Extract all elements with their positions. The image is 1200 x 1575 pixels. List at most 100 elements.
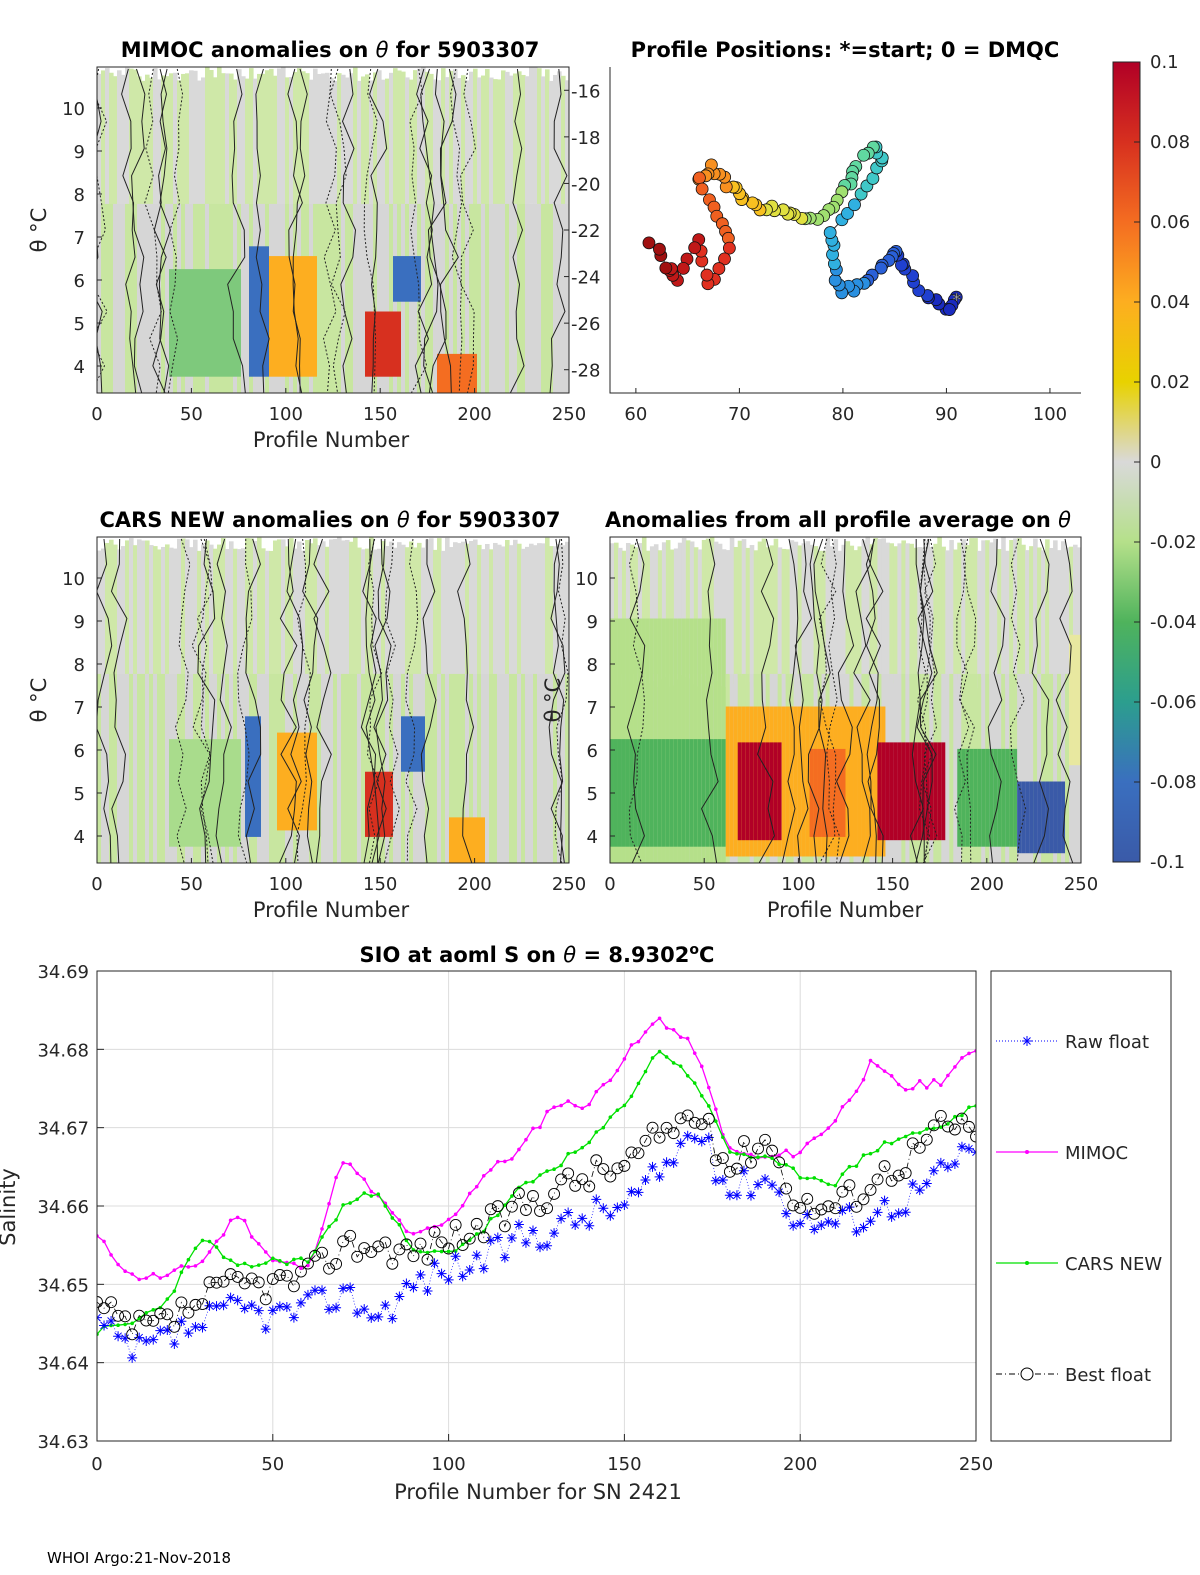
field-cell [449, 203, 454, 393]
cars-point [228, 1258, 233, 1262]
positions-panel-title: Profile Positions: *=start; 0 = DMQC [631, 38, 1060, 62]
field-cell [689, 739, 695, 847]
raw-float-point [703, 1132, 714, 1143]
field-cell [157, 673, 162, 863]
raw-float-point [471, 1250, 482, 1261]
field-cell [277, 68, 282, 206]
field-cell [429, 538, 434, 676]
field-cell [641, 537, 647, 675]
field-cell [1049, 673, 1054, 863]
field-cell [457, 203, 462, 393]
best-float-point [231, 1270, 244, 1283]
profile-position-point [718, 252, 731, 266]
field-cell [325, 546, 330, 684]
field-cell [425, 673, 430, 863]
raw-float-point [675, 1138, 686, 1149]
raw-float-point [359, 1304, 370, 1315]
field-cell [241, 673, 246, 863]
field-cell [513, 203, 518, 393]
y-tick-label: -28 [571, 361, 600, 382]
field-cell [209, 544, 214, 682]
raw-float-point [317, 1285, 328, 1296]
field-cell [197, 550, 202, 688]
best-float-point [203, 1276, 216, 1289]
profile-position-point [857, 148, 871, 162]
colorbar: 0.1 0.08 0.06 0.04 0.02 0 -0.02 -0.04 -0.06 -0.08… [1112, 52, 1197, 873]
best-float-point [899, 1167, 912, 1179]
mimoc-point [573, 1103, 577, 1108]
field-cell [953, 549, 958, 687]
field-cell [353, 203, 358, 393]
field-cell [237, 269, 242, 377]
field-cell [377, 203, 382, 393]
field-cell [781, 548, 787, 686]
field-cell [369, 771, 374, 837]
field-cell [661, 542, 667, 680]
field-cell [557, 544, 562, 681]
field-cell [501, 203, 506, 393]
salinity-y-ticks: 34.69 34.68 34.67 34.66 34.65 34.64 34.63 [37, 962, 104, 1453]
mimoc-point [924, 1086, 929, 1090]
cars-point [446, 1249, 451, 1254]
field-cell [449, 673, 454, 863]
field-cell [541, 543, 546, 681]
field-cell [829, 546, 835, 684]
best-float-point [815, 1203, 828, 1216]
x-tick-label: 50 [261, 1454, 284, 1475]
best-float-point [955, 1112, 968, 1125]
field-cell [701, 539, 707, 677]
cars-point [263, 1261, 268, 1265]
cars-point [615, 1108, 620, 1112]
best-line [97, 1114, 976, 1336]
raw-float-point [324, 1304, 335, 1315]
field-cell [1077, 547, 1081, 685]
mimoc-point [749, 1152, 753, 1157]
best-float-point [569, 1179, 582, 1192]
best-float-point [618, 1159, 631, 1172]
mimoc-y-ticks: 10 9 8 7 6 5 4 [62, 99, 102, 378]
contour-line [97, 68, 103, 393]
field-cell [945, 673, 950, 863]
field-cell [437, 203, 442, 393]
field-cell [521, 203, 526, 393]
field-cell [849, 706, 855, 857]
x-tick-label: 150 [363, 404, 397, 425]
field-cell [1009, 540, 1014, 677]
field-cell [797, 706, 803, 857]
y-tick-label: 4 [587, 827, 598, 848]
field-cell [409, 541, 414, 679]
profile-position-point [943, 303, 956, 316]
mimoc-point [784, 1148, 788, 1153]
field-cell [353, 67, 358, 205]
field-cell [333, 80, 338, 218]
best-float-point [316, 1246, 328, 1259]
cars-point [917, 1131, 922, 1135]
field-cell [113, 203, 118, 393]
field-cell [293, 72, 298, 209]
mimoc-point [777, 1153, 781, 1158]
field-cell [893, 742, 898, 841]
field-cell [909, 742, 914, 841]
field-cell [493, 79, 498, 217]
field-cell [401, 256, 406, 302]
field-cell [965, 748, 970, 847]
mimoc-anomaly-field [97, 67, 569, 393]
raw-float-point [148, 1334, 159, 1345]
cars-point [763, 1154, 767, 1159]
field-cell [725, 706, 731, 857]
raw-float-point [485, 1235, 496, 1246]
field-cell [393, 673, 398, 863]
field-cell [297, 541, 302, 679]
field-cell [233, 739, 238, 847]
raw-float-point [155, 1325, 166, 1336]
raw-float-point [281, 1301, 292, 1312]
field-cell [285, 732, 290, 831]
cars-point [953, 1114, 957, 1119]
mimoc-point [200, 1259, 205, 1264]
mimoc-point [706, 1085, 711, 1090]
raw-float-point [647, 1161, 658, 1172]
contour-line [509, 68, 525, 393]
field-cell [453, 69, 458, 207]
field-cell [1017, 673, 1022, 863]
raw-float-point [781, 1208, 792, 1219]
